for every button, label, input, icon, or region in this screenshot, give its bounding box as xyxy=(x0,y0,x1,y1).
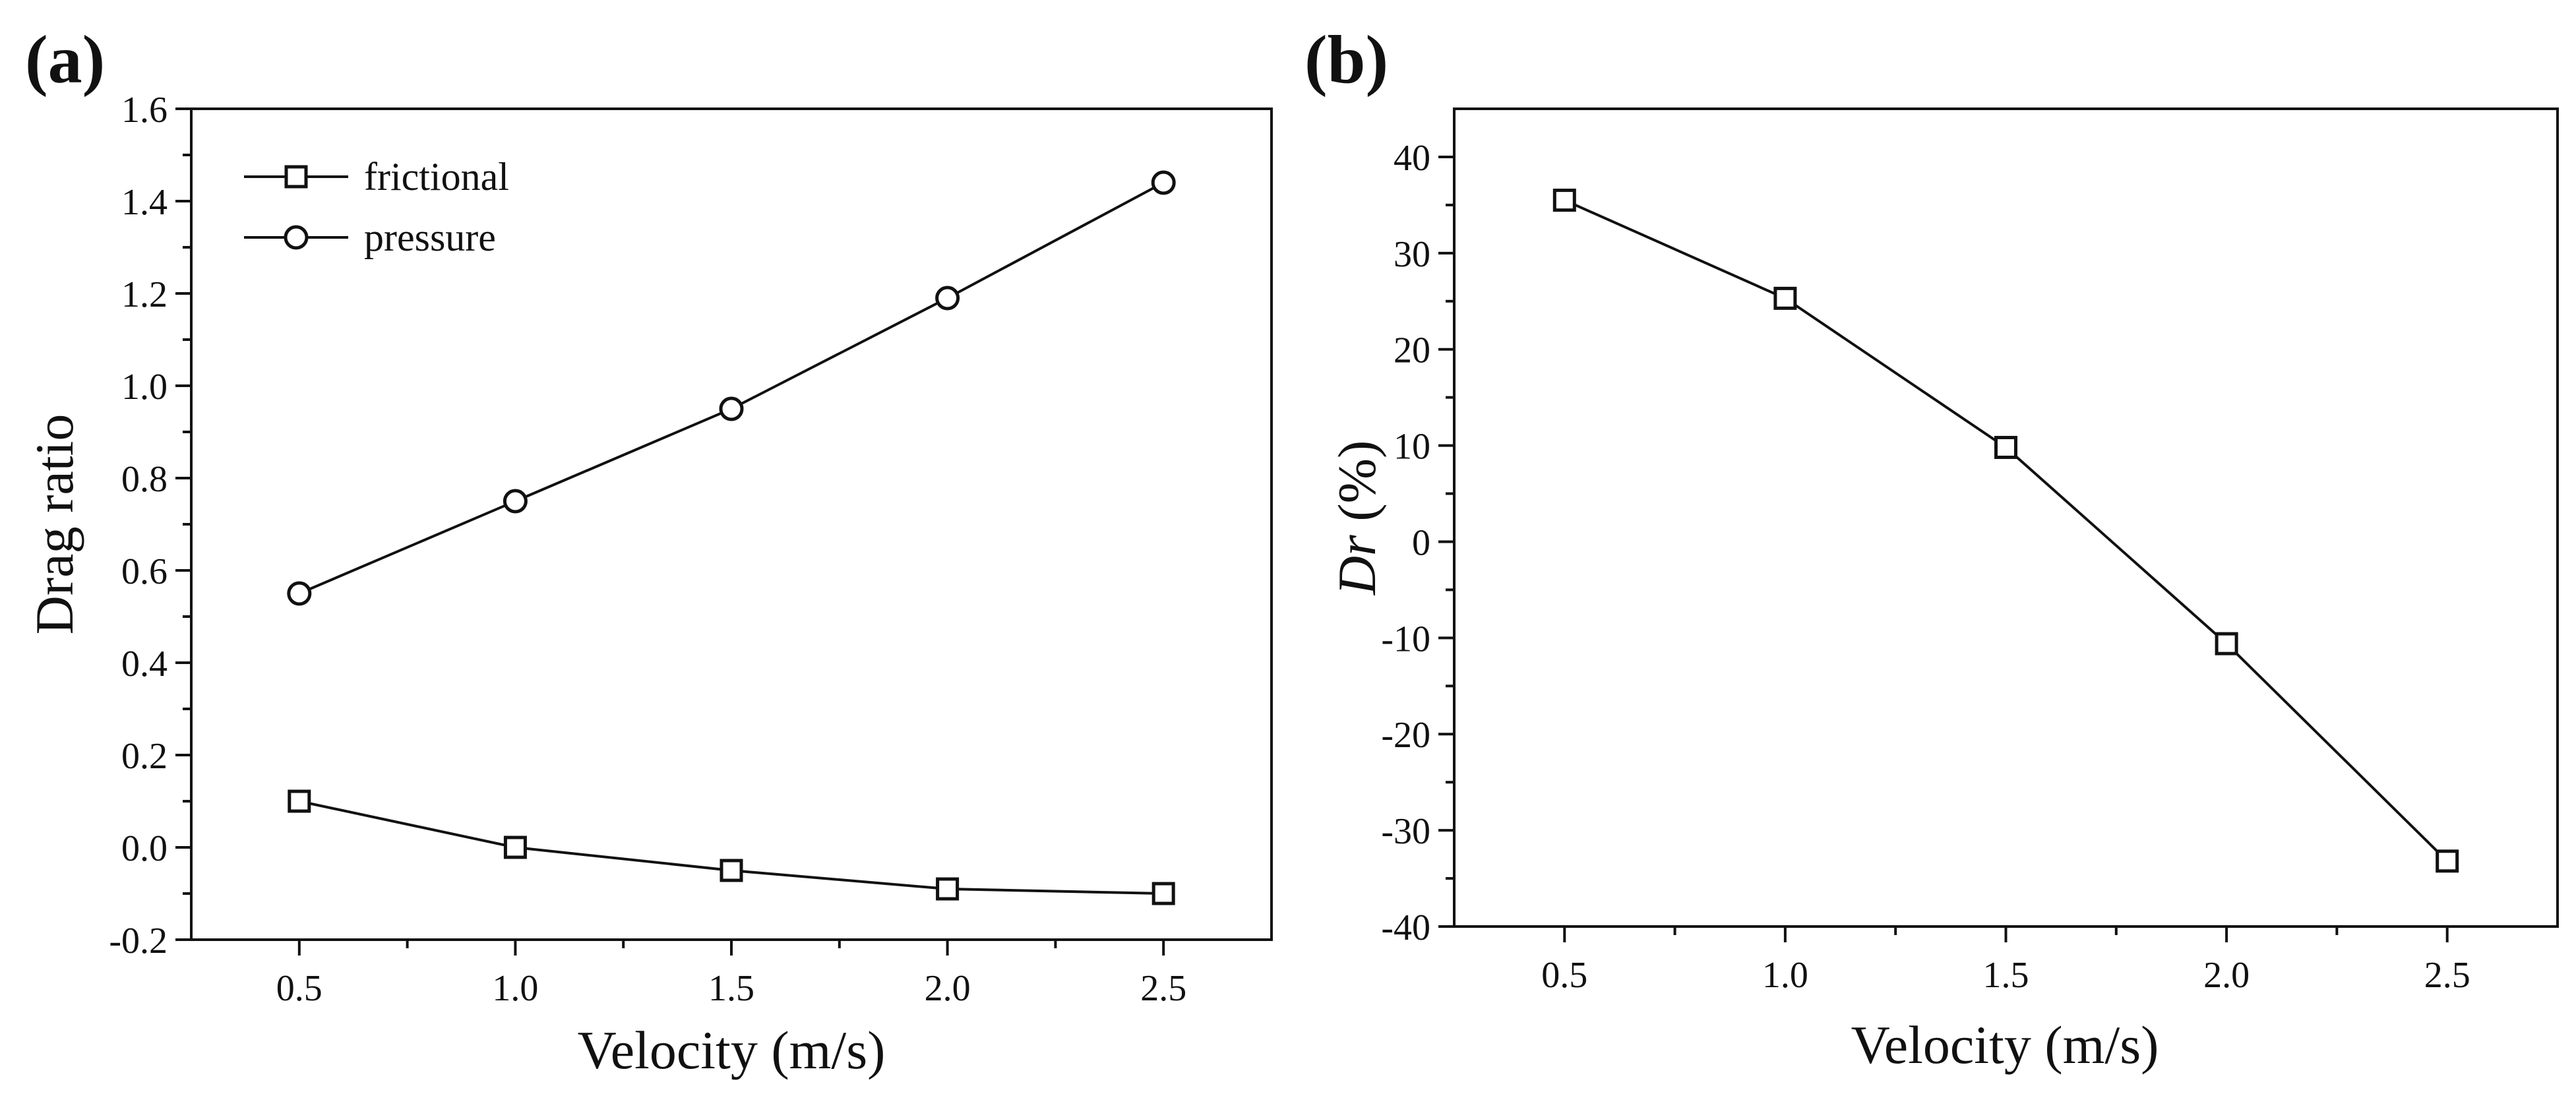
panel-b-y-tick-label: 10 xyxy=(1394,427,1430,468)
panel-a-y-axis-title: Drag ratio xyxy=(24,414,84,635)
panel-a-legend: frictional pressure xyxy=(244,155,509,259)
panel-a-point-pressure xyxy=(935,286,960,311)
panel-a-point-frictional xyxy=(720,859,743,882)
panel-a-y-tick-label: 0.0 xyxy=(121,828,168,869)
panel-a-point-pressure xyxy=(1151,170,1176,195)
panel-b-y-tick-label: -10 xyxy=(1381,619,1430,659)
panel-a-point-frictional xyxy=(1151,882,1175,905)
panel-a-point-pressure xyxy=(503,489,528,514)
panel-b-y-tick-label: -20 xyxy=(1381,715,1430,756)
panel-b-plot-frame xyxy=(1453,107,2559,928)
panel-a-x-tick-label: 2.0 xyxy=(925,968,971,1009)
panel-b-x-tick-label: 2.0 xyxy=(2203,955,2250,996)
panel-b-point-dr xyxy=(1994,436,2017,460)
panel-b-y-axis: -40 -30 -20 -10 0 10 20 30 40 xyxy=(1381,138,1454,948)
panel-a-series xyxy=(287,170,1176,905)
panel-b-x-tick-label: 1.0 xyxy=(1762,955,1808,996)
panel-a-y-tick-label: -0.2 xyxy=(109,921,168,961)
panel-b-series-line-dr xyxy=(1564,198,2449,863)
panel-b-series xyxy=(1552,189,2459,873)
panel-a-x-tick-label: 1.5 xyxy=(708,968,754,1009)
panel-a-y-tick-label: 1.2 xyxy=(121,274,168,315)
panel-b-x-axis-title: Velocity (m/s) xyxy=(1851,1015,2159,1075)
panel-a-label: (a) xyxy=(25,22,105,98)
panel-b-y-tick-label: -30 xyxy=(1381,811,1430,852)
panel-a-y-tick-label: 1.0 xyxy=(121,367,168,408)
panel-a-plot-frame xyxy=(190,107,1273,941)
legend-marker-frictional xyxy=(284,165,308,189)
panel-a-point-pressure xyxy=(719,396,744,421)
panel-a-y-tick-label: 0.8 xyxy=(121,459,168,500)
panel-b-x-tick-label: 1.5 xyxy=(1983,955,2029,996)
panel-a-x-tick-label: 0.5 xyxy=(276,968,322,1009)
panel-b-y-axis-title-unit: (%) xyxy=(1327,441,1387,535)
panel-a-x-tick-label: 1.0 xyxy=(492,968,538,1009)
panel-b-label: (b) xyxy=(1304,22,1388,98)
panel-a-x-axis-title: Velocity (m/s) xyxy=(578,1020,886,1080)
panel-b-y-axis-title-italic: Dr xyxy=(1327,534,1387,595)
panel-b-x-axis: 0.5 1.0 1.5 2.0 2.5 xyxy=(1541,927,2470,996)
panel-b-point-dr xyxy=(1773,286,1797,310)
panel-b-x-tick-label: 0.5 xyxy=(1541,955,1587,996)
panel-b-y-tick-label: 0 xyxy=(1412,522,1430,563)
panel-a-y-tick-label: 1.4 xyxy=(121,182,168,223)
panel-a-y-axis: -0.2 0.0 0.2 0.4 0.6 0.8 1.0 1.2 1.4 1.6 xyxy=(109,90,191,961)
panel-a-point-frictional xyxy=(503,836,527,859)
panel-b-y-tick-label: 30 xyxy=(1394,234,1430,275)
panel-b-point-dr xyxy=(2215,632,2238,655)
panel-b-point-dr xyxy=(2436,849,2459,873)
panel-a-y-tick-label: 0.6 xyxy=(121,551,168,592)
panel-a-point-frictional xyxy=(288,789,311,813)
panel-b-y-tick-label: -40 xyxy=(1381,907,1430,948)
panel-a-point-pressure xyxy=(287,581,312,606)
panel-a-y-tick-label: 1.6 xyxy=(121,90,168,131)
panel-b-x-tick-label: 2.5 xyxy=(2424,955,2470,996)
panel-a-y-tick-label: 0.4 xyxy=(121,644,168,684)
panel-a-y-tick-label: 0.2 xyxy=(121,736,168,777)
legend-label-frictional: frictional xyxy=(364,155,509,198)
panel-a-drag-ratio-chart: (a) 0.5 1.0 1.5 2.0 2.5 -0.2 0.0 0.2 0.4 0.6 0.8 1… xyxy=(24,22,1273,1080)
panel-b-dr-chart: (b) 0.5 1.0 1.5 2.0 2.5 -40 -30 -20 -10 0 10 20 30 4… xyxy=(1304,22,2559,1075)
legend-label-pressure: pressure xyxy=(364,216,496,259)
panel-b-point-dr xyxy=(1552,189,1576,212)
panel-b-y-tick-label: 40 xyxy=(1394,138,1430,179)
legend-marker-pressure xyxy=(284,225,309,250)
panel-a-x-tick-label: 2.5 xyxy=(1140,968,1186,1009)
panel-b-y-axis-title: Dr (%) xyxy=(1327,441,1387,596)
panel-a-point-frictional xyxy=(936,877,960,901)
panel-b-y-tick-label: 20 xyxy=(1394,330,1430,371)
panel-a-x-axis: 0.5 1.0 1.5 2.0 2.5 xyxy=(276,940,1186,1009)
